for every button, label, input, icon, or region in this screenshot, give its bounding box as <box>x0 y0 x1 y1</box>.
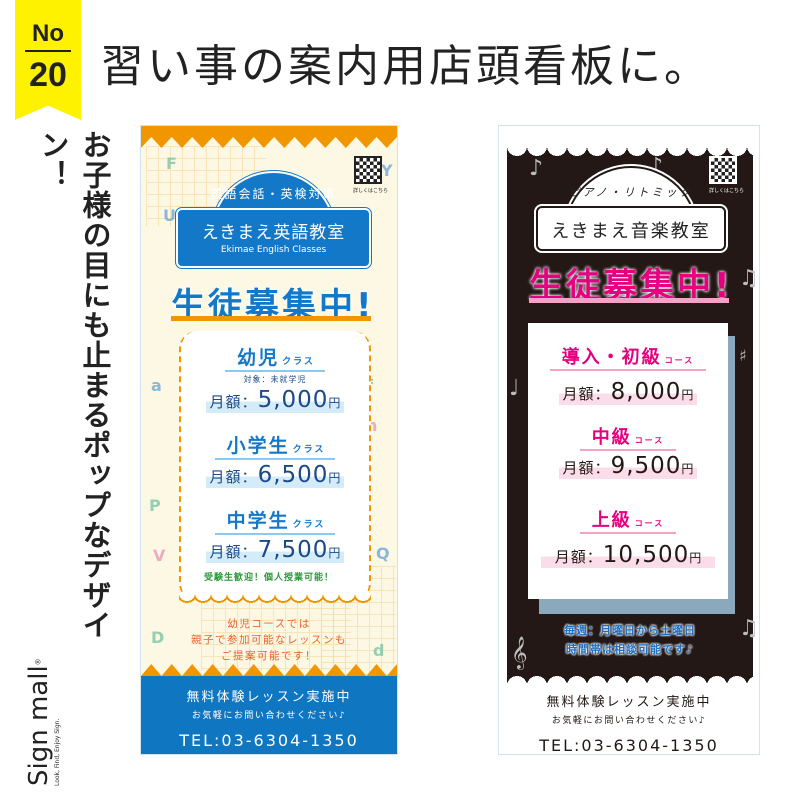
price-card: 幼児 クラス 対象：未就学児 月額：5,000円 小学生 クラス 月額：6,500円… <box>179 331 371 613</box>
contact-text: お気軽にお問い合わせください♪ <box>191 711 347 721</box>
page-title: 習い事の案内用店頭看板に。 <box>100 41 711 92</box>
schedule-info: 毎週：月曜日から土曜日 時間帯は相談可能です♪ <box>564 624 696 656</box>
music-note-icon: ♪ <box>529 156 544 181</box>
school-plate: 英語会話・英検対策 えきまえ英語教室 Ekimae English Classe… <box>175 170 372 271</box>
qr-caption: 詳しくはこちら <box>709 188 745 194</box>
music-note-icon: ♩ <box>509 376 520 401</box>
course-item: 中学生 クラス 月額：7,500円 <box>181 506 369 563</box>
course-target: 対象：未就学児 <box>243 375 307 384</box>
trial-lesson-text: 無料体験レッスン実施中 <box>546 695 712 710</box>
headline-underline <box>171 316 371 321</box>
trial-lesson-text: 無料体験レッスン実施中 <box>186 690 352 705</box>
contact-text: お気軽にお問い合わせください♪ <box>551 716 707 726</box>
music-note-icon: ♫ <box>739 616 759 641</box>
course-item: 幼児 クラス 対象：未就学児 月額：5,000円 <box>181 343 369 413</box>
price-card: 導入・初級 コース 月額：8,000円 中級 コース 月額：9,500円 上級 コース… <box>528 323 728 599</box>
school-name: えきまえ英語教室 <box>201 223 346 243</box>
headline-underline <box>529 298 729 303</box>
zigzag-border <box>141 126 397 148</box>
logo-tagline: Look, Find, Enjoy Sign. <box>54 718 61 786</box>
school-plate: ピアノ・リトミック えきまえ音楽教室 <box>534 164 728 256</box>
contact-footer: 無料体験レッスン実施中 お気軽にお問い合わせください♪ TEL:03-6304-… <box>499 681 759 755</box>
phone-number: TEL:03-6304-1350 <box>179 731 359 750</box>
scallop-border <box>507 674 753 686</box>
exam-note: 受験生歓迎！個人授業可能！ <box>203 573 334 583</box>
english-school-banner: F U Y a f h P V Q D d 詳しくはこちら 英語会話・英検対策 … <box>140 125 398 755</box>
logo-name: Sign mall <box>24 665 54 786</box>
course-item: 上級 コース 月額：10,500円 <box>528 506 728 568</box>
number-badge: No 20 <box>15 0 81 120</box>
sign-mall-logo: Sign mall® Look, Find, Enjoy Sign. <box>10 655 70 790</box>
qr-code[interactable] <box>354 156 382 184</box>
tagline: お子様の目にも止まるポップなデザイン！ <box>36 130 112 640</box>
music-school-banner: ♪ ♪ ♫ ♩ ♯ 𝄞 ♫ 詳しくはこちら ピアノ・リトミック えきまえ音楽教室… <box>498 125 760 755</box>
qr-code[interactable] <box>709 156 737 184</box>
scallop-border <box>507 146 753 158</box>
course-item: 導入・初級 コース 月額：8,000円 <box>528 343 728 405</box>
badge-label: No <box>25 20 71 52</box>
music-note-icon: ♫ <box>739 266 759 291</box>
school-name-en: Ekimae English Classes <box>220 245 327 255</box>
sharp-icon: ♯ <box>739 346 747 365</box>
course-item: 中級 コース 月額：9,500円 <box>528 423 728 479</box>
contact-footer: 無料体験レッスン実施中 お気軽にお問い合わせください♪ TEL:03-6304-… <box>141 676 397 754</box>
qr-caption: 詳しくはこちら <box>353 188 389 194</box>
plate-subtitle: ピアノ・リトミック <box>568 186 694 199</box>
plate-subtitle: 英語会話・英検対策 <box>210 187 337 201</box>
badge-number: 20 <box>29 56 67 94</box>
treble-clef-icon: 𝄞 <box>511 636 528 669</box>
school-name: えきまえ音楽教室 <box>551 221 711 242</box>
phone-number: TEL:03-6304-1350 <box>539 736 719 755</box>
kids-course-note: 幼児コースでは 親子で参加可能なレッスンも ご提案可能です！ <box>191 618 347 662</box>
course-item: 小学生 クラス 月額：6,500円 <box>181 431 369 488</box>
